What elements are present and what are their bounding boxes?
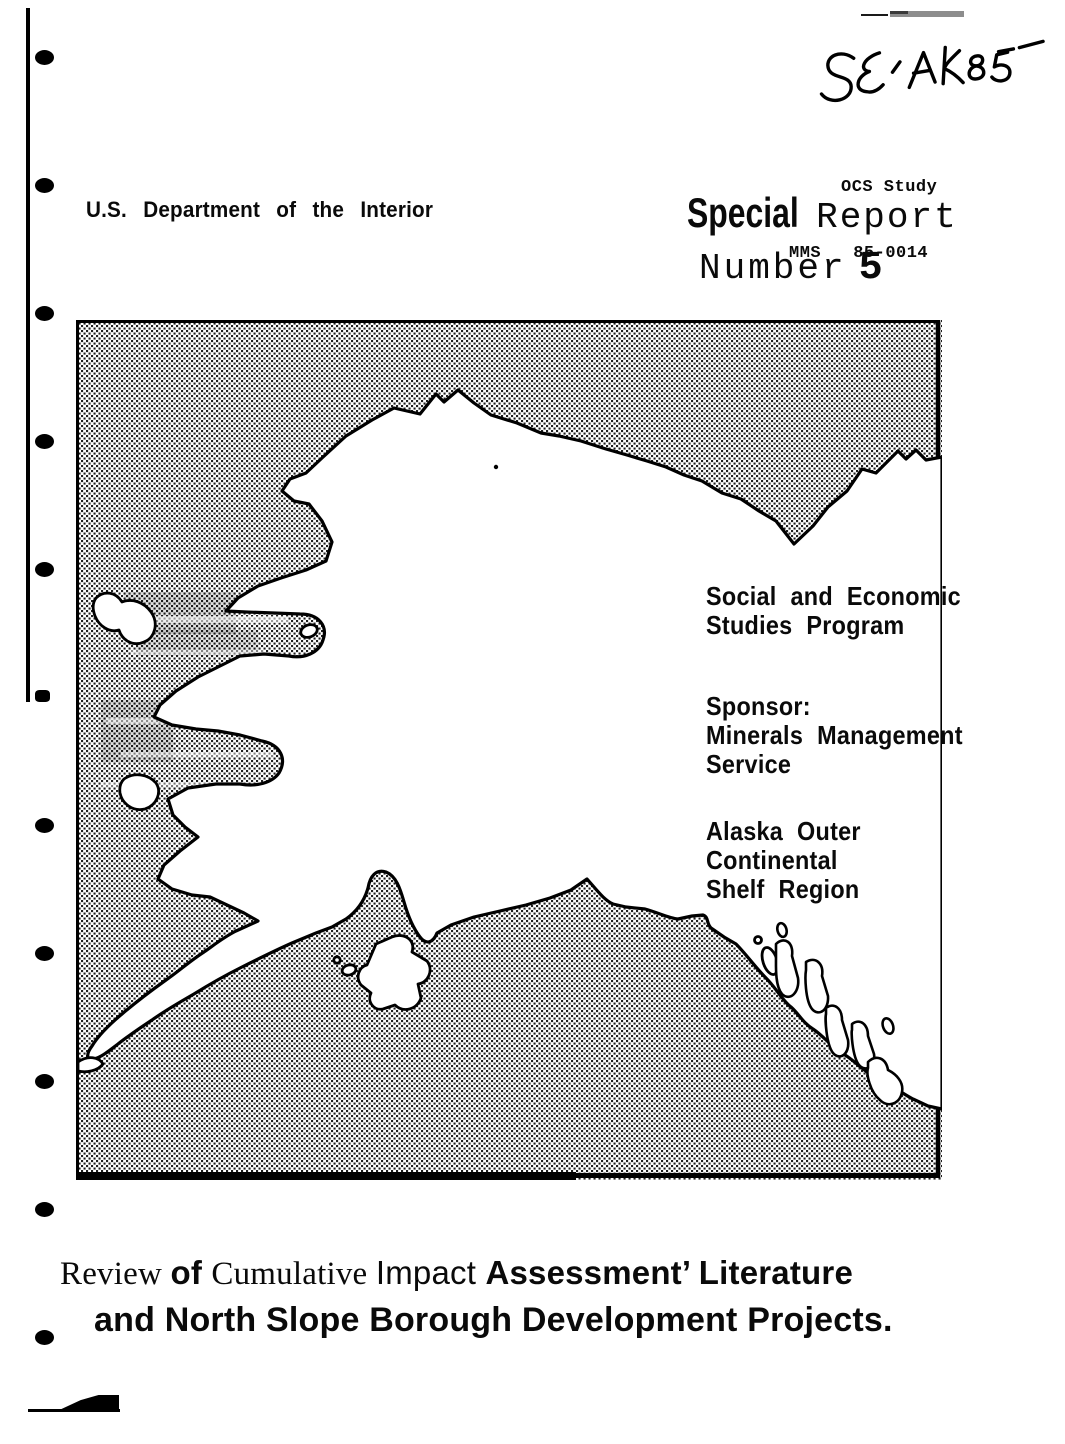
ocs-study-line2: MMS 85-0014 <box>789 244 929 263</box>
binder-hole <box>35 1330 54 1345</box>
kodiak-island <box>356 934 432 1011</box>
sponsor-label: Sponsor: Minerals Management Service <box>706 692 963 779</box>
report-word-report: Report <box>816 197 958 238</box>
title-seg-of: of <box>170 1254 212 1291</box>
program-label: Social and Economic Studies Program <box>706 582 961 640</box>
alaska-landmass <box>86 388 942 1111</box>
title-seg-impact: Impact <box>375 1254 486 1291</box>
binder-edge-line <box>26 8 30 702</box>
region-line2: Continental <box>706 845 838 875</box>
handwritten-note <box>819 39 1045 103</box>
scan-speck <box>493 464 499 470</box>
kotzebue-sound-island <box>299 623 319 639</box>
binder-hole <box>35 818 54 833</box>
ink-mark-wedge <box>55 1395 119 1412</box>
report-type-line1: Special Report <box>687 189 958 238</box>
ocs-study-id: OCS Study MMS 85-0014 <box>789 133 937 309</box>
binder-hole <box>35 946 54 961</box>
binder-hole <box>35 690 50 702</box>
report-word-special: Special <box>687 189 799 236</box>
aleutian-sliver <box>76 1056 105 1074</box>
sponsor-line3: Service <box>706 749 792 779</box>
region-line3: Shelf Region <box>706 874 860 904</box>
title-seg-review: Review <box>60 1256 171 1292</box>
map-frame <box>76 320 941 1180</box>
sponsor-line1: Sponsor: <box>706 691 811 721</box>
binder-hole <box>35 178 54 193</box>
region-line1: Alaska Outer <box>706 816 861 846</box>
report-number-value: 5 <box>858 246 883 291</box>
program-line2: Studies Program <box>706 610 905 640</box>
agency-title: U.S. Department of the Interior <box>86 197 434 222</box>
alaska-map-graphic <box>76 320 942 1180</box>
report-word-number: Number <box>699 248 847 289</box>
pws-islet <box>753 935 763 945</box>
binder-hole <box>35 306 54 321</box>
report-title-line1: Review of Cumulative Impact Assessment’ … <box>60 1254 853 1293</box>
program-line1: Social and Economic <box>706 581 961 611</box>
nunivak-island <box>118 773 160 811</box>
report-type-line2: Number 5 <box>699 246 883 291</box>
kodiak-islet-small <box>332 955 342 965</box>
panhandle-islands <box>774 921 904 1106</box>
binder-hole <box>35 1202 54 1217</box>
report-title-line2: and North Slope Borough Development Proj… <box>94 1301 893 1339</box>
title-seg-cumulative: Cumulative <box>211 1256 376 1292</box>
binder-hole <box>35 1074 54 1089</box>
scan-artifacts <box>101 592 288 787</box>
ocs-study-line1: OCS Study <box>841 178 938 197</box>
st-lawrence-island <box>91 591 157 646</box>
kodiak-islet <box>340 963 358 977</box>
binder-hole <box>35 434 54 449</box>
scan-dash-mark <box>861 14 888 16</box>
scan-gray-bar-tip <box>890 11 908 14</box>
alaska-map <box>76 320 942 1180</box>
binder-hole <box>35 562 54 577</box>
scan-gray-bar <box>890 11 964 17</box>
title-seg-assessment: Assessment’ Literature <box>485 1254 853 1291</box>
region-label: Alaska Outer Continental Shelf Region <box>706 817 861 904</box>
sponsor-line2: Minerals Management <box>706 720 963 750</box>
binder-hole <box>35 50 54 65</box>
